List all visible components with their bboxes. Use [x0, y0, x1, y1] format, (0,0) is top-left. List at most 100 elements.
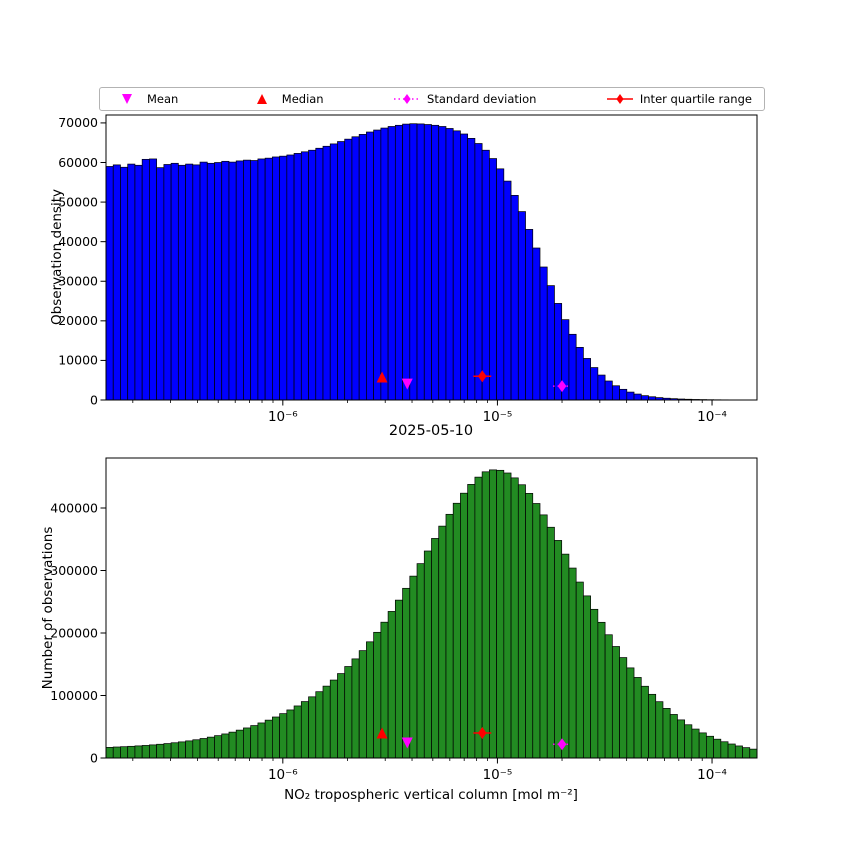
histogram-bar: [134, 164, 143, 401]
histogram-bar: [315, 691, 324, 759]
histogram-bar: [351, 136, 360, 401]
histogram-bar: [315, 147, 324, 401]
observation-counts-plot-border: [105, 457, 758, 759]
histogram-bar: [626, 391, 635, 401]
histogram-bar: [546, 285, 555, 401]
observation-counts-bars: [105, 469, 758, 759]
std-marker: [557, 380, 567, 393]
iqr-marker: [477, 727, 487, 739]
histogram-bar: [662, 708, 671, 759]
legend-label-mean: Mean: [147, 92, 179, 106]
histogram-bar: [749, 748, 758, 759]
histogram-bar: [517, 211, 526, 401]
observation-counts-y-axis: 0 100000 200000 300000 400000: [50, 500, 106, 765]
histogram-bar: [655, 701, 664, 759]
histogram-bar: [293, 705, 302, 759]
legend-item-mean: Mean: [112, 92, 178, 106]
histogram-bar: [402, 123, 411, 401]
histogram-bar: [300, 151, 309, 401]
histogram-bar: [626, 667, 635, 759]
histogram-bar: [394, 124, 403, 401]
histogram-bar: [460, 133, 469, 401]
histogram-bar: [177, 741, 186, 759]
histogram-bar: [561, 553, 570, 759]
histogram-bar: [489, 469, 497, 759]
mean-marker: [401, 378, 413, 390]
histogram-bar: [380, 127, 389, 401]
median-marker: [376, 727, 388, 739]
histogram-bar: [734, 745, 743, 759]
histogram-bar: [243, 727, 252, 759]
observation-counts-chart: 10⁻⁶ 10⁻⁵ 10⁻⁴ 0 100000 200000 300000 400000: [50, 457, 758, 783]
histogram-bar: [640, 395, 649, 401]
x-tick-label: 10⁻⁵: [483, 409, 513, 425]
histogram-bar: [366, 641, 374, 759]
mean-marker-icon: [112, 92, 142, 106]
histogram-bar: [272, 156, 280, 401]
histogram-bar: [597, 374, 606, 401]
histogram-bar: [713, 738, 722, 759]
histogram-bar: [105, 166, 114, 401]
top-y-axis-label: Observation density: [49, 189, 65, 325]
histogram-bar: [206, 162, 215, 401]
x-tick-label: 10⁻⁶: [268, 767, 298, 783]
histogram-bar: [409, 575, 418, 759]
histogram-bar: [640, 685, 649, 759]
histogram-bar: [698, 732, 707, 759]
histogram-bar: [120, 746, 129, 759]
histogram-bar: [604, 634, 613, 759]
x-tick-label: 10⁻⁵: [483, 767, 513, 783]
histogram-bar: [568, 333, 577, 401]
legend-item-inter-quartile-range: Inter quartile range: [605, 92, 752, 106]
histogram-bar: [590, 608, 599, 759]
histogram-bar: [452, 130, 461, 401]
histogram-bar: [264, 719, 273, 759]
histogram-bar: [156, 167, 165, 401]
y-tick-label: 0: [90, 392, 98, 407]
histogram-bar: [279, 713, 288, 759]
y-tick-label: 60000: [58, 155, 98, 170]
histogram-bar: [221, 733, 230, 759]
y-tick-label: 400000: [50, 500, 98, 515]
histogram-bar: [185, 740, 194, 759]
histogram-bar: [467, 484, 476, 759]
histogram-bar: [337, 673, 346, 759]
bottom-y-axis-label: Number of observations: [40, 526, 56, 690]
histogram-bar: [134, 745, 143, 759]
y-tick-label: 20000: [58, 313, 98, 328]
x-axis-label: NO₂ tropospheric vertical column [mol m⁻…: [284, 787, 578, 803]
observation-counts-x-axis: 10⁻⁶ 10⁻⁵ 10⁻⁴: [132, 758, 727, 783]
histogram-bar: [677, 719, 686, 759]
histogram-bar: [481, 471, 490, 759]
y-tick-label: 40000: [58, 234, 98, 249]
histogram-bar: [568, 567, 577, 759]
histogram-bar: [496, 469, 505, 759]
y-tick-label: 70000: [58, 115, 98, 130]
histogram-bar: [503, 472, 512, 759]
histogram-bar: [684, 724, 693, 759]
x-tick-label: 10⁻⁴: [697, 767, 727, 783]
histogram-bar: [706, 735, 714, 759]
histogram-bar: [112, 164, 121, 401]
date-title: 2025-05-10: [388, 423, 474, 439]
histogram-bar: [554, 540, 563, 759]
histogram-bar: [445, 128, 454, 401]
observation-density-bars: [105, 123, 729, 401]
histogram-bar: [177, 164, 186, 401]
y-tick-label: 50000: [58, 194, 98, 209]
histogram-bar: [539, 266, 548, 401]
histogram-bar: [431, 124, 440, 401]
histogram-bar: [170, 162, 179, 401]
histogram-bar: [416, 563, 425, 759]
x-tick-label: 10⁻⁶: [268, 409, 298, 425]
histogram-bar: [264, 157, 273, 401]
histogram-bar: [583, 595, 591, 759]
observation-counts-stat-markers: [376, 727, 572, 751]
histogram-bar: [163, 164, 172, 401]
histogram-bar: [590, 367, 599, 401]
legend-label-inter-quartile-range: Inter quartile range: [639, 92, 752, 106]
legend-label-standard-deviation: Standard deviation: [427, 92, 537, 106]
histogram-bar: [727, 743, 736, 759]
histogram-bar: [532, 503, 541, 759]
histogram-bar: [214, 735, 223, 759]
